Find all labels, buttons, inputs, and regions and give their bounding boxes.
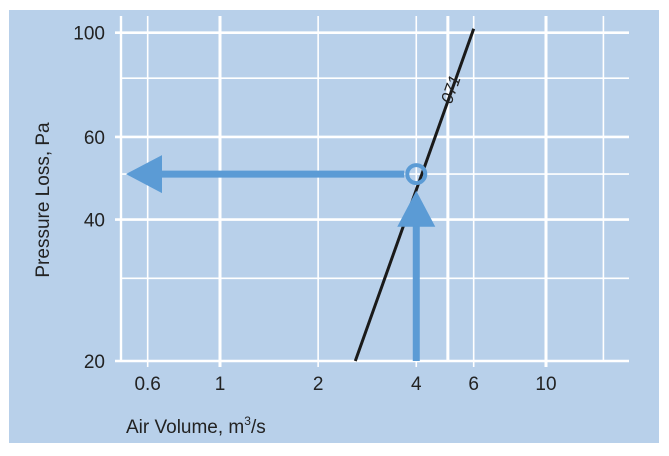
chart-background [9,10,659,443]
arrows [126,155,436,361]
arrow-left-head [126,155,162,194]
x-tick-label: 2 [313,374,324,395]
x-tick-label: 10 [535,374,556,395]
x-tick-label: 1 [215,374,226,395]
y-axis-title: Pressure Loss, Pa [33,122,54,278]
y-tick-label: 100 [73,24,105,45]
tick-labels: 20 40 60 100 0.6 1 2 4 6 10 [73,24,556,395]
x-tick-label: 6 [468,374,479,395]
x-axis-title: Air Volume, m3/s [126,414,266,438]
operating-point [405,163,428,186]
arrow-up-head [397,190,436,227]
x-tick-label: 4 [411,374,422,395]
y-tick-label: 60 [84,128,105,149]
grid [115,16,629,367]
y-tick-label: 40 [84,211,105,232]
x-tick-label: 0.6 [134,374,160,395]
y-tick-label: 20 [84,352,105,373]
